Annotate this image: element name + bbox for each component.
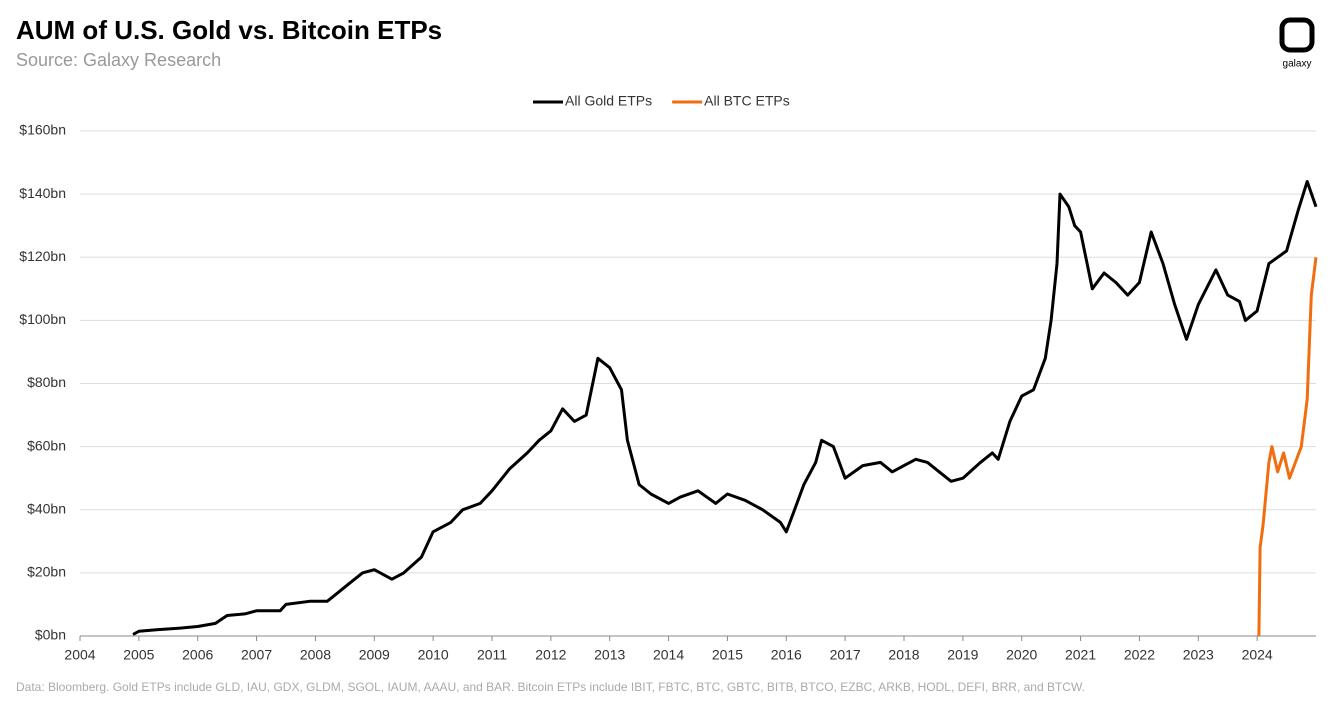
y-tick-label: $20bn: [27, 564, 66, 580]
x-tick-label: 2013: [594, 647, 625, 663]
x-tick-label: 2009: [359, 647, 390, 663]
y-tick-label: $40bn: [27, 500, 66, 516]
x-tick-label: 2023: [1183, 647, 1214, 663]
y-tick-label: $100bn: [19, 311, 66, 327]
x-tick-label: 2006: [182, 647, 213, 663]
series-line: [132, 180, 1318, 636]
x-tick-label: 2022: [1124, 647, 1155, 663]
y-tick-label: $60bn: [27, 437, 66, 453]
x-tick-label: 2007: [241, 647, 272, 663]
x-tick-label: 2024: [1242, 647, 1273, 663]
y-tick-label: $140bn: [19, 185, 66, 201]
x-tick-label: 2021: [1065, 647, 1096, 663]
x-tick-label: 2019: [947, 647, 978, 663]
x-tick-label: 2011: [477, 647, 507, 663]
x-tick-label: 2008: [300, 647, 331, 663]
chart-subtitle: Source: Galaxy Research: [16, 50, 221, 70]
x-tick-label: 2005: [123, 647, 154, 663]
x-tick-label: 2016: [771, 647, 802, 663]
y-tick-label: $160bn: [19, 122, 66, 138]
y-tick-label: $120bn: [19, 248, 66, 264]
logo-icon: [1279, 17, 1315, 53]
x-tick-label: 2004: [64, 647, 95, 663]
x-tick-label: 2014: [653, 647, 684, 663]
x-tick-label: 2020: [1006, 647, 1037, 663]
x-tick-label: 2015: [712, 647, 743, 663]
x-tick-label: 2012: [535, 647, 566, 663]
chart-title: AUM of U.S. Gold vs. Bitcoin ETPs: [16, 15, 442, 45]
x-tick-label: 2017: [830, 647, 861, 663]
series-line: [1257, 257, 1318, 637]
legend-label: All BTC ETPs: [704, 93, 790, 109]
x-tick-label: 2018: [888, 647, 919, 663]
y-tick-label: $0bn: [35, 627, 66, 643]
footnote: Data: Bloomberg. Gold ETPs include GLD, …: [16, 680, 1085, 694]
legend-label: All Gold ETPs: [565, 93, 652, 109]
x-tick-label: 2010: [418, 647, 449, 663]
logo: galaxy: [1283, 59, 1312, 70]
y-tick-label: $80bn: [27, 374, 66, 390]
